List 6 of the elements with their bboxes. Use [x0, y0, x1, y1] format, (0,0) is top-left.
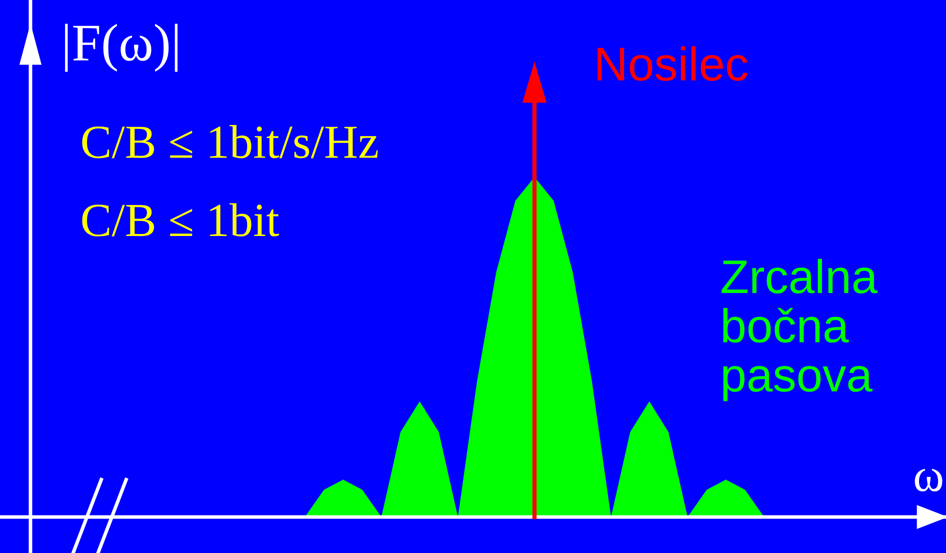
- y-axis-title: |F(ω)|: [65, 24, 178, 72]
- x-axis-title: ω: [914, 468, 942, 492]
- annotation: Zrcalna bočna pasova: [722, 258, 878, 402]
- text: Nosilec: [598, 46, 748, 81]
- text: C/B ≤ 1bit: [82, 203, 280, 236]
- text: C/B ≤ 1bit/s/Hz: [82, 124, 378, 158]
